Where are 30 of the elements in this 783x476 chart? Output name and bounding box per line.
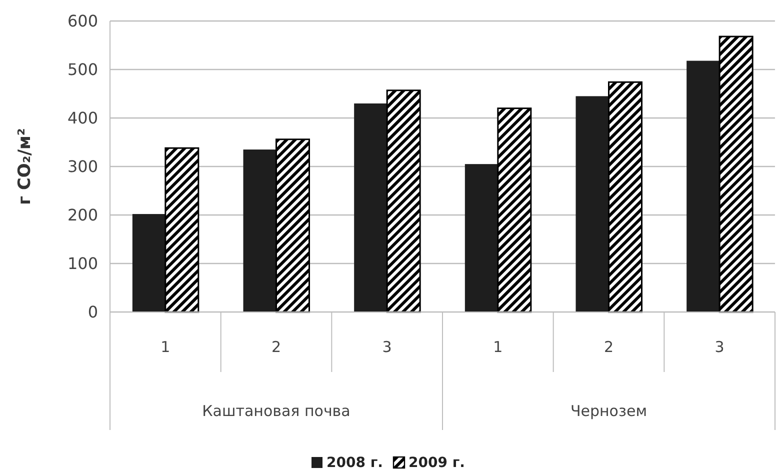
bar <box>576 96 609 312</box>
bar <box>276 138 310 313</box>
legend-label: 2008 г. <box>326 455 383 471</box>
bar <box>718 36 754 313</box>
y-tick-label: 200 <box>67 206 98 225</box>
text: Каштановая почва <box>202 402 350 420</box>
bar <box>164 147 200 313</box>
legend-label: 2009 г. <box>408 455 465 471</box>
y-axis-title: г CO₂/м² <box>15 128 35 205</box>
y-tick-label: 300 <box>67 157 98 176</box>
y-tick-label: 100 <box>67 254 98 274</box>
x-tick-label: 3 <box>382 338 392 356</box>
bar <box>497 108 532 313</box>
bar <box>464 164 498 312</box>
bar <box>243 150 276 312</box>
bar <box>386 90 421 313</box>
y-tick-label: 600 <box>67 12 98 31</box>
y-tick-label: 0 <box>88 302 98 322</box>
y-tick-label: 400 <box>67 108 98 128</box>
bar <box>132 214 166 312</box>
y-tick-label: 500 <box>67 60 98 80</box>
bar <box>354 103 388 312</box>
bar <box>608 81 642 313</box>
x-tick-label: 3 <box>714 338 724 356</box>
x-tick-label: 1 <box>160 338 170 356</box>
x-tick-label: 1 <box>493 338 503 356</box>
bar <box>686 60 720 312</box>
x-tick-label: 2 <box>271 338 282 356</box>
text: Чернозем <box>570 402 648 420</box>
x-tick-label: 2 <box>604 338 614 356</box>
